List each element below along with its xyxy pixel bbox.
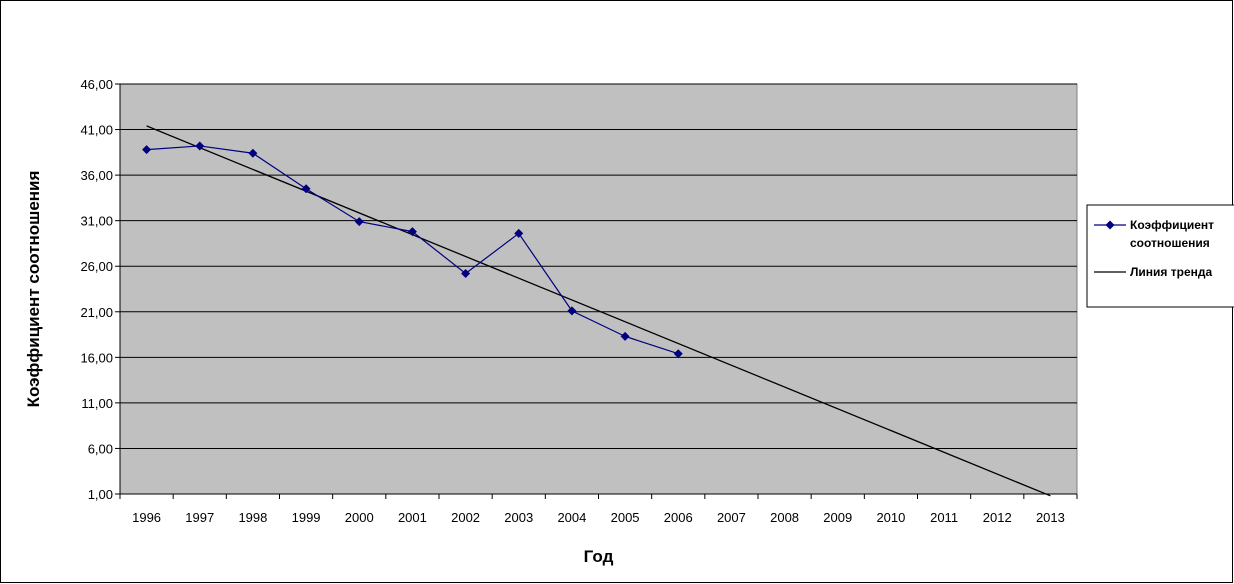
data-point [514, 228, 524, 238]
data-point [248, 148, 258, 158]
y-axis-title: Коэффициент соотношения [24, 171, 43, 408]
axes [115, 83, 1078, 499]
x-tick-label: 2012 [983, 510, 1012, 525]
y-tick-label: 26,00 [80, 259, 113, 274]
x-tick-label: 2002 [451, 510, 480, 525]
x-tick-label: 1997 [185, 510, 214, 525]
x-tick-label: 2005 [611, 510, 640, 525]
x-tick-label: 2007 [717, 510, 746, 525]
y-tick-label: 6,00 [88, 441, 113, 456]
data-point [301, 184, 311, 194]
y-tick-labels: 1,00 6,00 11,00 16,00 21,00 26,00 31,00 36,00 41… [80, 77, 113, 502]
x-tick-label: 2011 [930, 510, 958, 525]
x-tick-label: 2008 [770, 510, 799, 525]
legend: Коэффициент соотношения Линия тренда [1086, 204, 1234, 308]
trendline-group [146, 125, 1051, 497]
data-point [673, 349, 683, 359]
gridlines [120, 83, 1077, 449]
data-point [354, 217, 364, 227]
y-tick-label: 31,00 [80, 214, 113, 229]
x-tick-label: 2003 [504, 510, 533, 525]
legend-series-label: Коэффициент соотношения [1130, 218, 1214, 250]
legend-trendline-label: Линия тренда [1130, 265, 1213, 279]
trendline [146, 125, 1051, 497]
x-tick-label: 2013 [1036, 510, 1065, 525]
y-tick-label: 46,00 [80, 77, 113, 92]
data-point [142, 145, 152, 155]
y-tick-label: 36,00 [80, 168, 113, 183]
x-axis-title: Год [584, 547, 614, 566]
data-point [461, 269, 471, 279]
data-point [195, 141, 205, 151]
x-tick-labels: 1996 1997 1998 1999 2000 2001 2002 2003 2004 2005… [132, 510, 1065, 525]
x-tick-label: 1998 [238, 510, 267, 525]
x-tick-label: 1999 [292, 510, 321, 525]
x-tick-label: 2010 [876, 510, 905, 525]
x-tick-label: 2009 [823, 510, 852, 525]
x-tick-label: 2000 [345, 510, 374, 525]
y-tick-label: 1,00 [88, 487, 113, 502]
x-tick-label: 1996 [132, 510, 161, 525]
data-point [407, 227, 417, 237]
y-tick-label: 11,00 [81, 396, 113, 411]
data-point [620, 331, 630, 341]
x-tick-label: 2004 [557, 510, 586, 525]
y-tick-label: 41,00 [80, 123, 113, 138]
legend-series-marker [1105, 220, 1115, 230]
y-tick-label: 16,00 [80, 350, 113, 365]
plot-area [119, 83, 1078, 495]
series-group [142, 141, 683, 359]
data-point [567, 306, 577, 316]
x-tick-label: 2001 [398, 510, 427, 525]
y-tick-label: 21,00 [80, 305, 113, 320]
x-tick-label: 2006 [664, 510, 693, 525]
